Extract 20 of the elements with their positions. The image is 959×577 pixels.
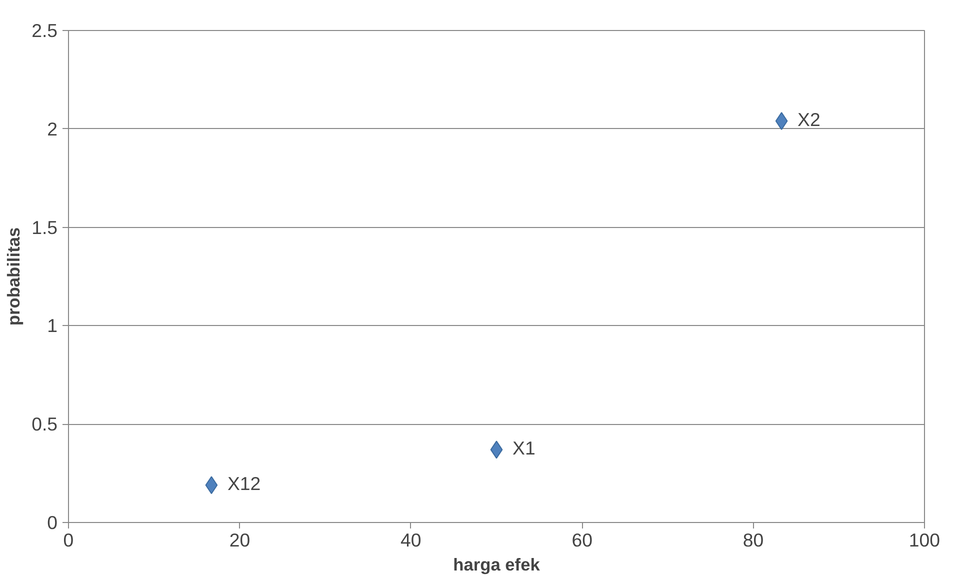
y-tick-label: 2 xyxy=(47,118,58,140)
point xyxy=(775,112,788,130)
point xyxy=(490,440,503,459)
x-axis-title: harga efek xyxy=(453,554,540,574)
annotation: X1 xyxy=(512,438,536,459)
x-tick-label: 40 xyxy=(400,530,422,550)
x-tick-label: 0 xyxy=(63,530,74,550)
point xyxy=(205,476,218,494)
y-tick-label: 1.5 xyxy=(32,216,58,238)
x-tick-label: 100 xyxy=(908,530,940,550)
x-tick-label: 20 xyxy=(229,530,250,550)
annotation: X2 xyxy=(798,109,820,130)
y-axis-title: probabilitas xyxy=(4,227,24,326)
x-tick-label: 80 xyxy=(742,530,764,550)
y-tick-label: 0.5 xyxy=(32,414,58,435)
annotation: X12 xyxy=(227,473,261,494)
y-tick-label: 0 xyxy=(47,512,58,533)
y-tick-label: 1 xyxy=(47,315,58,336)
y-tick-label: 2.5 xyxy=(32,20,58,41)
x-tick-label: 60 xyxy=(572,530,592,550)
